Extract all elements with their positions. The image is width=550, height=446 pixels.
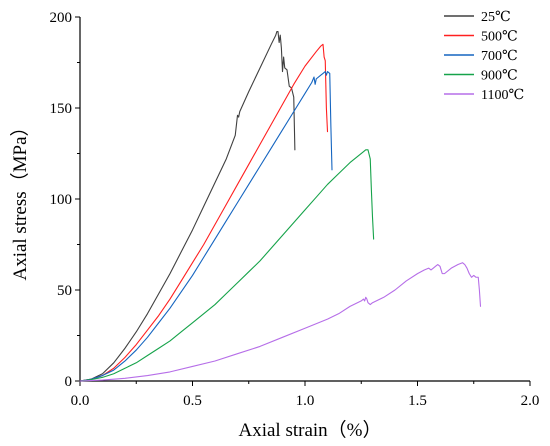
x-tick-label: 1.5 — [408, 393, 427, 409]
y-tick-label: 50 — [57, 283, 72, 299]
legend-label: 1100℃ — [481, 88, 524, 103]
legend-label: 25℃ — [481, 10, 511, 25]
y-axis-title: Axial stress（MPa） — [9, 117, 31, 280]
x-axis-title: Axial strain（%） — [238, 419, 381, 441]
series-layer — [79, 31, 482, 382]
series-line — [79, 262, 482, 382]
y-tick-label: 150 — [50, 101, 73, 117]
y-tick-label: 200 — [50, 10, 73, 26]
legend-label: 900℃ — [481, 69, 518, 84]
x-tick-label: 2.0 — [521, 393, 540, 409]
x-tick-label: 0.0 — [71, 393, 90, 409]
series-line — [79, 149, 375, 382]
x-tick-label: 0.5 — [183, 393, 202, 409]
series-line — [79, 43, 329, 382]
series-line — [79, 71, 333, 382]
y-ticks: 0 50 100 150 200 — [50, 10, 80, 390]
axes — [79, 17, 530, 382]
legend-label: 700℃ — [481, 49, 518, 64]
series-line — [79, 31, 296, 382]
y-tick-label: 0 — [65, 374, 73, 390]
legend: 25℃ 500℃ 700℃ 900℃ 1100℃ — [444, 10, 524, 103]
legend-label: 500℃ — [481, 30, 518, 45]
x-tick-label: 1.0 — [296, 393, 315, 409]
x-ticks: 0.0 0.5 1.0 1.5 2.0 — [71, 381, 540, 409]
y-tick-label: 100 — [50, 192, 73, 208]
